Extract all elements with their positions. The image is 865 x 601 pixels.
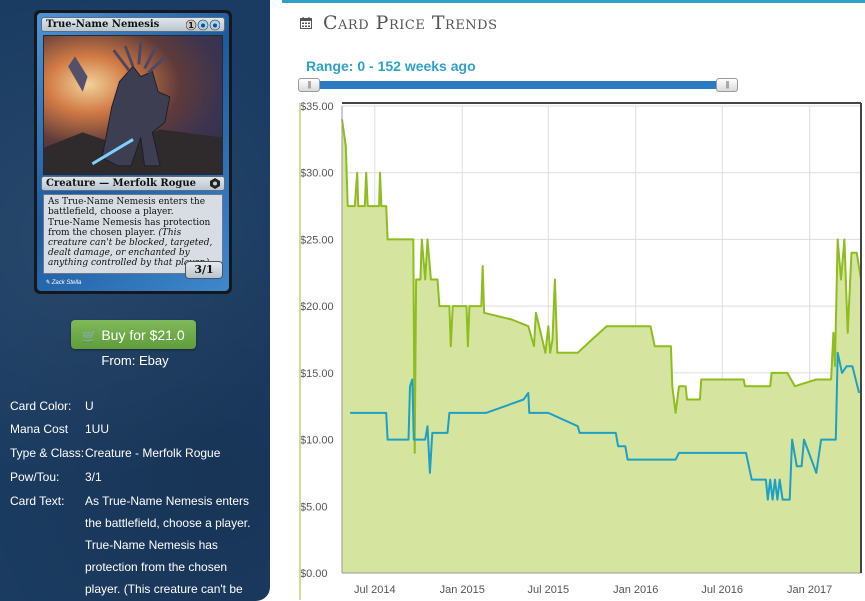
detail-value: 3/1 — [85, 470, 102, 484]
y-tick-label: $25.00 — [300, 234, 334, 246]
card-rules-box: As True-Name Nemesis enters the battlefi… — [43, 194, 223, 274]
card-rules-text-2: True-Name Nemesis has protection from th… — [48, 218, 211, 238]
detail-value: 1UU — [85, 422, 110, 436]
y-tick-label: $0.00 — [300, 568, 328, 580]
page-title: Card Price Trends — [300, 8, 498, 38]
detail-label: Card Text: — [10, 494, 65, 508]
card-power-toughness: 3/1 — [185, 261, 223, 279]
card-image: True-Name Nemesis 1 — [34, 10, 232, 294]
set-symbol-icon — [210, 178, 220, 192]
x-tick-label: Jan 2017 — [787, 584, 832, 596]
price-trend-chart: $0.00 $5.00 $10.00 $15.00 $20.00 $25.00 $30.00… — [299, 101, 862, 600]
card-art — [43, 35, 223, 175]
x-tick-label: Jan 2016 — [613, 584, 658, 596]
buy-button[interactable]: 🛒 Buy for $21.0 — [71, 320, 196, 349]
card-artist-name: Zack Stella — [51, 280, 82, 286]
card-frame: True-Name Nemesis 1 — [37, 13, 229, 291]
card-name-bar: True-Name Nemesis 1 — [41, 17, 225, 32]
series-1-line — [350, 351, 861, 501]
buy-button-label: Buy for $21.0 — [101, 326, 185, 343]
detail-value: U — [85, 399, 94, 413]
y-tick-label: $10.00 — [300, 435, 334, 447]
detail-value: As True-Name Nemesis enters the battlefi… — [85, 494, 251, 596]
card-type-line: Creature — Merfolk Rogue — [41, 176, 225, 191]
y-tick-label: $15.00 — [300, 368, 334, 380]
detail-label: Pow/Tou: — [10, 470, 60, 484]
card-reminder-text: (This creature can't be blocked, targete… — [48, 228, 213, 268]
detail-label: Mana Cost — [10, 422, 69, 436]
creature-art-icon — [44, 41, 222, 174]
range-slider-track[interactable] — [302, 81, 732, 89]
shopping-cart-icon: 🛒 — [82, 328, 98, 343]
card-sidebar: True-Name Nemesis 1 — [0, 0, 270, 601]
series-0-line — [341, 119, 862, 454]
y-tick-label: $20.00 — [300, 301, 334, 313]
header-accent-bar — [282, 0, 865, 3]
card-name: True-Name Nemesis — [46, 19, 160, 30]
detail-value: Creature - Merfolk Rogue — [85, 446, 221, 460]
y-tick-label: $35.00 — [300, 101, 334, 113]
calendar-icon — [300, 17, 312, 29]
card-artist: ✎ Zack Stella — [45, 280, 82, 286]
mana-symbols-icon: 1 — [185, 19, 221, 31]
card-mana-cost: 1 — [185, 19, 221, 34]
detail-label: Card Color: — [10, 399, 72, 413]
buy-source: From: Ebay — [101, 353, 169, 368]
svg-text:1: 1 — [188, 21, 194, 30]
y-tick-label: $5.00 — [300, 501, 328, 513]
x-tick-label: Jul 2015 — [527, 584, 569, 596]
x-tick-label: Jul 2016 — [701, 584, 743, 596]
range-slider-handle-start[interactable]: ||| — [298, 78, 320, 92]
series-0-area — [342, 119, 861, 574]
card-rules-text-1: As True-Name Nemesis enters the battlefi… — [48, 197, 206, 217]
page-title-text: Card Price Trends — [323, 12, 498, 34]
range-slider[interactable]: ||| ||| — [298, 78, 738, 92]
range-label: Range: 0 - 152 weeks ago — [306, 58, 476, 74]
detail-label: Type & Class: — [10, 446, 85, 460]
x-tick-label: Jul 2014 — [354, 584, 396, 596]
card-type-text: Creature — Merfolk Rogue — [46, 178, 197, 189]
range-slider-handle-end[interactable]: ||| — [716, 78, 738, 92]
x-tick-label: Jan 2015 — [440, 584, 485, 596]
y-tick-label: $30.00 — [300, 168, 334, 180]
